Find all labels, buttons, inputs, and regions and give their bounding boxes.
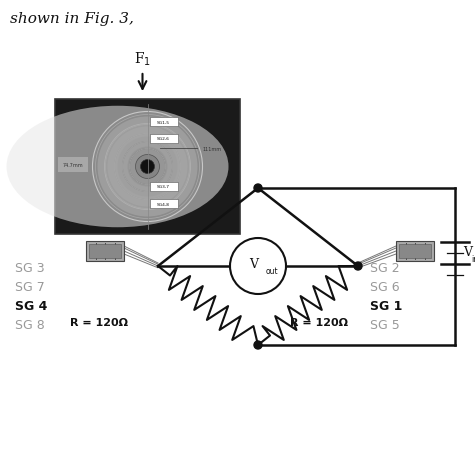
Text: SG 3: SG 3 — [15, 262, 45, 275]
Circle shape — [230, 238, 286, 294]
Text: SG 5: SG 5 — [370, 319, 400, 332]
Text: shown in Fig. 3,: shown in Fig. 3, — [10, 12, 134, 26]
Text: SG 6: SG 6 — [370, 281, 399, 294]
Text: 111mm: 111mm — [202, 147, 222, 152]
FancyBboxPatch shape — [150, 200, 178, 208]
Text: SG3,7: SG3,7 — [157, 185, 170, 189]
Text: out: out — [266, 267, 279, 276]
Text: SG 7: SG 7 — [15, 281, 45, 294]
FancyBboxPatch shape — [150, 135, 178, 144]
Circle shape — [354, 263, 362, 270]
Circle shape — [97, 117, 198, 217]
FancyBboxPatch shape — [55, 100, 240, 234]
FancyBboxPatch shape — [150, 182, 178, 192]
Circle shape — [135, 155, 160, 179]
Circle shape — [254, 185, 262, 193]
FancyBboxPatch shape — [86, 242, 124, 262]
Circle shape — [254, 341, 262, 349]
Text: SG4,8: SG4,8 — [157, 202, 170, 206]
Text: R = 120Ω: R = 120Ω — [70, 317, 128, 327]
Text: SG2,6: SG2,6 — [157, 137, 170, 141]
Circle shape — [117, 137, 178, 197]
Ellipse shape — [7, 106, 228, 228]
Text: V: V — [463, 245, 472, 258]
Text: R = 120Ω: R = 120Ω — [290, 317, 348, 327]
Circle shape — [93, 112, 202, 222]
Text: in: in — [471, 255, 475, 263]
Text: SG 8: SG 8 — [15, 319, 45, 332]
Circle shape — [107, 127, 188, 207]
Circle shape — [141, 160, 154, 174]
FancyBboxPatch shape — [399, 244, 431, 258]
Text: SG1,5: SG1,5 — [157, 120, 170, 124]
Text: 74.7mm: 74.7mm — [63, 163, 84, 168]
Circle shape — [127, 147, 168, 187]
Text: SG 1: SG 1 — [370, 300, 402, 313]
FancyBboxPatch shape — [396, 242, 434, 262]
Text: SG 2: SG 2 — [370, 262, 399, 275]
FancyBboxPatch shape — [89, 244, 121, 258]
Text: F$_1$: F$_1$ — [134, 50, 151, 68]
Text: V: V — [249, 257, 258, 270]
Text: SG 4: SG 4 — [15, 300, 48, 313]
FancyBboxPatch shape — [150, 118, 178, 127]
